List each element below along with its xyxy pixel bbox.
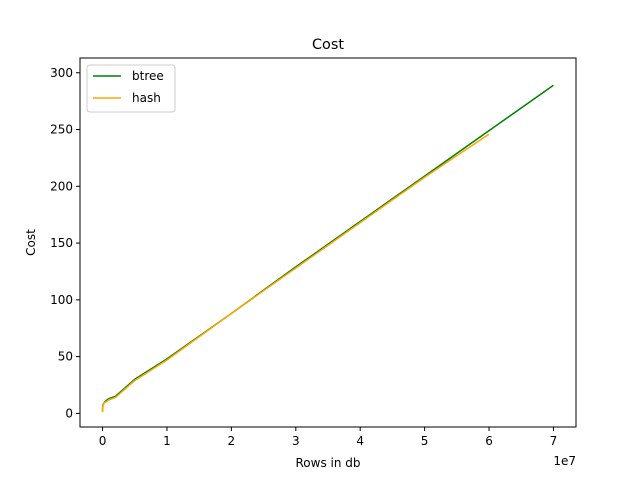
- x-tick-label: 4: [356, 434, 364, 448]
- x-axis-offset-label: 1e7: [553, 454, 576, 468]
- x-tick-label: 5: [421, 434, 429, 448]
- y-tick-label: 300: [50, 66, 73, 80]
- chart-title: Cost: [312, 37, 344, 53]
- x-tick-label: 1: [163, 434, 171, 448]
- series-line-hash: [101, 133, 490, 413]
- x-tick-label: 6: [485, 434, 493, 448]
- y-tick-label: 150: [50, 236, 73, 250]
- y-tick-label: 50: [58, 350, 73, 364]
- legend-label-hash: hash: [132, 91, 161, 105]
- axes-frame: [79, 57, 577, 428]
- legend-label-btree: btree: [132, 69, 164, 83]
- y-tick-label: 100: [50, 293, 73, 307]
- legend: btree hash: [86, 64, 176, 113]
- x-tick-label: 3: [292, 434, 300, 448]
- x-tick-label: 7: [550, 434, 558, 448]
- y-tick-label: 200: [50, 179, 73, 193]
- y-axis-ticks: 0 50 100 150 200 250 300: [50, 66, 80, 420]
- y-axis-title: Cost: [24, 229, 38, 256]
- x-tick-label: 0: [99, 434, 107, 448]
- x-tick-label: 2: [228, 434, 236, 448]
- plot-lines: [101, 84, 554, 413]
- x-axis-title: Rows in db: [295, 456, 360, 470]
- x-axis-ticks: 0 1 2 3 4 5 6 7: [99, 427, 558, 448]
- y-tick-label: 250: [50, 123, 73, 137]
- y-tick-label: 0: [65, 406, 73, 420]
